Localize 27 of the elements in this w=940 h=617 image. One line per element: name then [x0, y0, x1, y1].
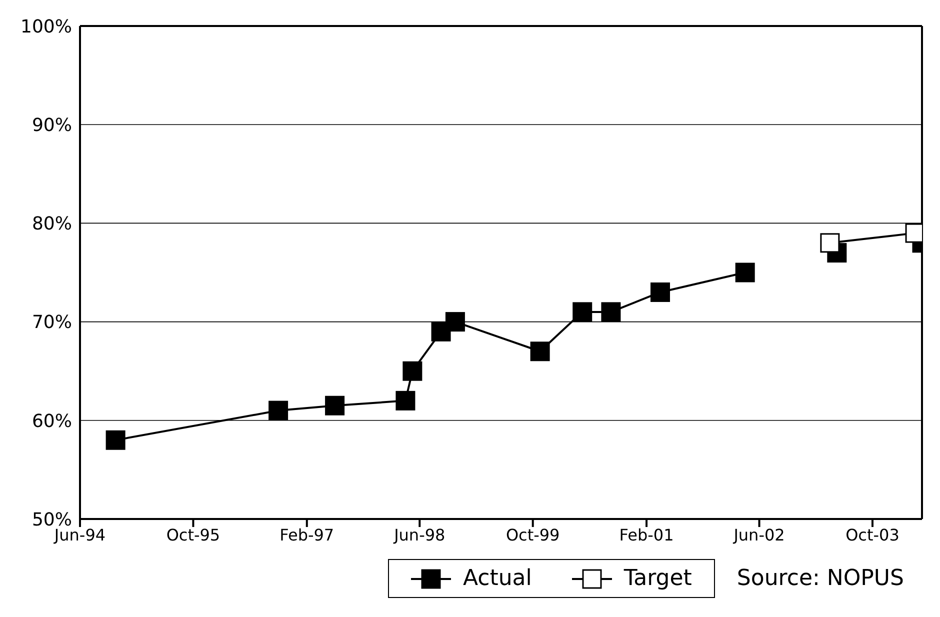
- y-tick-label: 80%: [32, 214, 72, 235]
- y-tick-label: 100%: [20, 16, 72, 38]
- point: [572, 302, 592, 322]
- point: [268, 400, 288, 420]
- x-tick-label: Oct-99: [506, 525, 560, 544]
- point: [396, 390, 416, 410]
- point: [325, 396, 345, 416]
- x-tick-label: Oct-95: [166, 525, 220, 544]
- x-tick-label: Feb-97: [280, 525, 334, 544]
- x-tick-label: Jun-98: [393, 525, 446, 544]
- point: [530, 342, 550, 362]
- point: [650, 282, 670, 302]
- source-note: Source: NOPUS: [736, 566, 904, 591]
- point: [402, 361, 422, 381]
- point: [445, 312, 465, 332]
- legend-label: Target: [622, 566, 692, 591]
- x-tick-label: Jun-02: [732, 525, 785, 544]
- point: [106, 430, 126, 450]
- x-tick-label: Feb-01: [619, 525, 674, 544]
- y-tick-label: 70%: [32, 312, 72, 334]
- point: [601, 302, 621, 322]
- y-tick-label: 60%: [32, 410, 72, 432]
- x-tick-label: Oct-03: [846, 525, 900, 544]
- y-tick-label: 90%: [32, 114, 72, 136]
- point: [820, 233, 840, 253]
- point: [735, 262, 755, 282]
- legend-label: Actual: [462, 566, 532, 591]
